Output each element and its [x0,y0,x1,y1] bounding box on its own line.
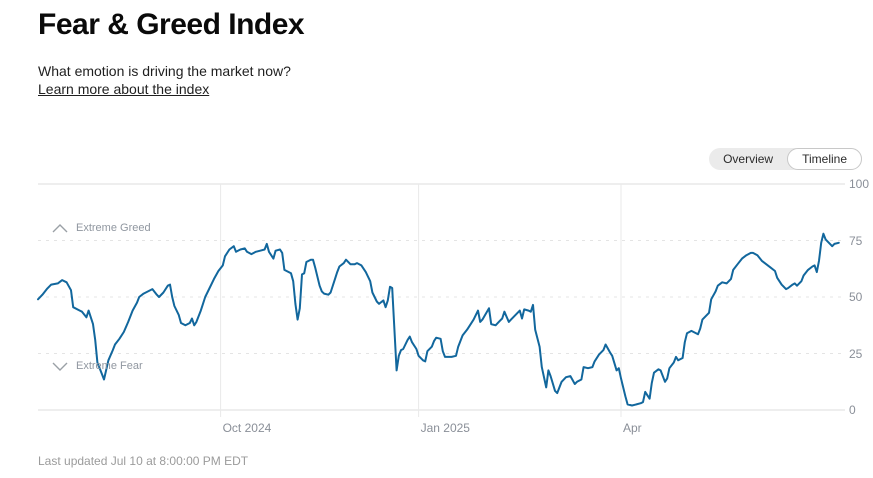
y-axis-tick-75: 75 [849,233,863,248]
y-axis-tick-50: 50 [849,290,863,304]
last-updated-text: Last updated Jul 10 at 8:00:00 PM EDT [38,454,249,468]
extreme-fear-threshold: Extreme Fear [52,360,143,372]
toggle-option-overview[interactable]: Overview [709,148,787,170]
x-axis-tick-oct-2024: Oct 2024 [222,421,272,435]
view-toggle: Overview Timeline [709,148,862,170]
toggle-option-timeline[interactable]: Timeline [787,148,862,170]
x-axis-tick-apr: Apr [623,421,642,435]
fear-greed-index-line [37,232,840,407]
y-axis-tick-100: 100 [849,177,870,191]
page-title: Fear & Greed Index [38,8,305,41]
chevron-down-icon [52,362,68,371]
y-axis-tick-0: 0 [849,403,856,417]
x-axis-tick-jan-2025: Jan 2025 [420,421,470,435]
page-subtitle: What emotion is driving the market now? [38,63,291,79]
learn-more-link[interactable]: Learn more about the index [38,81,210,97]
y-axis-tick-25: 25 [849,346,863,361]
extreme-fear-label: Extreme Fear [76,360,143,372]
chevron-up-icon [52,223,68,232]
extreme-greed-label: Extreme Greed [76,222,151,234]
extreme-greed-threshold: Extreme Greed [52,222,151,234]
